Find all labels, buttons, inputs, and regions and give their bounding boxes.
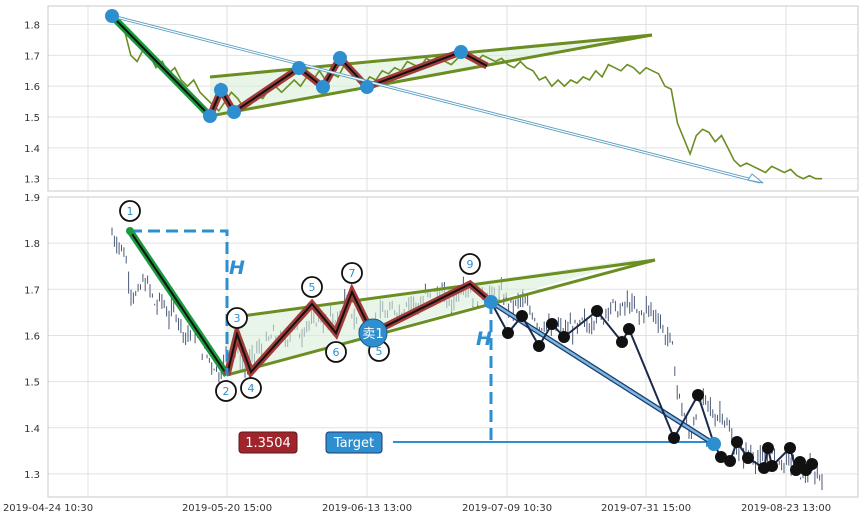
x-tick-label: 2019-07-31 15:00 xyxy=(601,503,691,514)
post-breakout-dot xyxy=(762,442,774,454)
wave-label: 2 xyxy=(223,385,230,398)
top-y-tick-label: 1.3 xyxy=(24,175,40,186)
top-target-arrow xyxy=(111,15,761,183)
post-breakout-dot xyxy=(731,436,743,448)
post-breakout-dot xyxy=(784,442,796,454)
wave-label: 5 xyxy=(376,345,383,358)
wave-label: 1 xyxy=(127,205,134,218)
bottom-y-tick-label: 1.6 xyxy=(24,331,40,342)
bottom-y-axis: 1.3 1.4 1.5 1.6 1.7 1.8 1.9 xyxy=(24,193,40,481)
top-pivot-dot xyxy=(105,9,119,23)
decline-leg xyxy=(490,300,715,446)
wave-labels: 1 2 3 4 5 6 7 5 9 xyxy=(119,200,481,402)
top-y-tick-label: 1.7 xyxy=(24,51,40,62)
post-breakout-dot xyxy=(558,331,570,343)
post-breakout-dot xyxy=(533,340,545,352)
top-pattern xyxy=(105,9,764,184)
wave-label: 4 xyxy=(248,382,255,395)
wave-label-circle xyxy=(226,307,248,329)
x-axis: 2019-04-24 10:30 2019-05-20 15:00 2019-06-… xyxy=(3,503,831,514)
post-breakout-dot xyxy=(806,458,818,470)
post-breakout-dot xyxy=(766,460,778,472)
bottom-panel-frame xyxy=(47,196,859,498)
h-label-lower: H xyxy=(476,328,492,350)
post-breakout-dot xyxy=(516,310,528,322)
price-box-label: 1.3504 xyxy=(245,436,291,451)
post-breakout-dot xyxy=(692,389,704,401)
post-breakout-dot xyxy=(623,323,635,335)
wave-label: 5 xyxy=(309,281,316,294)
wave-label-circle xyxy=(341,262,363,284)
bottom-impulse-core xyxy=(129,230,228,376)
top-panel-frame xyxy=(47,5,859,192)
x-tick-label: 2019-05-20 15:00 xyxy=(182,503,272,514)
x-tick-label: 2019-08-23 13:00 xyxy=(741,503,831,514)
x-tick-label: 2019-04-24 10:30 xyxy=(3,503,93,514)
wave-label-circle xyxy=(459,253,481,275)
x-tick-label: 2019-06-13 13:00 xyxy=(322,503,412,514)
post-breakout-dot xyxy=(546,318,558,330)
post-breakout-dot xyxy=(715,451,727,463)
top-y-axis: 1.3 1.4 1.5 1.6 1.7 1.8 xyxy=(24,21,40,186)
top-pivot-dot xyxy=(227,105,241,119)
h-label-upper: H xyxy=(229,257,245,279)
wave-label-circle xyxy=(215,380,237,402)
wave-label-circle xyxy=(119,200,141,222)
top-y-tick-label: 1.5 xyxy=(24,113,40,124)
top-pivot-dot xyxy=(454,45,468,59)
post-breakout-dot xyxy=(591,305,603,317)
top-panel-grid xyxy=(48,6,858,191)
top-wedge-upper-line xyxy=(209,33,653,79)
top-impulse-core xyxy=(111,15,211,117)
start-dot xyxy=(126,227,134,235)
top-y-tick-label: 1.8 xyxy=(24,21,40,32)
post-breakout-dot xyxy=(742,452,754,464)
top-wedge-lower-line xyxy=(209,33,653,118)
top-pivot-dot xyxy=(292,61,306,75)
wave-label-circle xyxy=(325,341,347,363)
price-box xyxy=(238,431,298,454)
bottom-zigzag-core xyxy=(226,282,492,376)
top-pivot-dot xyxy=(316,80,330,94)
wave-label: 6 xyxy=(333,346,340,359)
bottom-y-tick-label: 1.5 xyxy=(24,378,40,389)
top-overlay xyxy=(209,33,653,118)
sell-marker-label: 卖1 xyxy=(362,327,383,342)
target-dot xyxy=(707,437,721,451)
wave-label: 3 xyxy=(234,312,241,325)
post-breakout-dot xyxy=(724,455,736,467)
wave-label: 7 xyxy=(349,267,356,280)
bottom-y-tick-label: 1.4 xyxy=(24,424,40,435)
x-tick-label: 2019-07-09 10:30 xyxy=(462,503,552,514)
wave-label: 9 xyxy=(467,258,474,271)
top-pivot-dots xyxy=(105,9,468,123)
breakout-dot xyxy=(484,295,498,309)
target-box-label: Target xyxy=(333,436,374,451)
top-pivot-dot xyxy=(203,109,217,123)
bottom-pattern xyxy=(126,227,818,476)
sell-marker xyxy=(358,318,388,348)
bottom-y-tick-label: 1.9 xyxy=(24,193,40,204)
bottom-wedge-upper-line xyxy=(226,258,656,320)
post-breakout-dot xyxy=(502,327,514,339)
top-y-tick-label: 1.4 xyxy=(24,144,40,155)
top-pivot-dot xyxy=(360,80,374,94)
h-measure-upper xyxy=(130,229,229,375)
bottom-y-tick-label: 1.8 xyxy=(24,239,40,250)
target-box xyxy=(325,431,383,454)
top-pivot-dot xyxy=(214,83,228,97)
post-breakout-dots xyxy=(502,305,818,476)
bottom-wedge-lower-line xyxy=(226,258,656,377)
wave-label-circle xyxy=(301,276,323,298)
post-breakout-dot xyxy=(668,432,680,444)
bottom-y-tick-label: 1.3 xyxy=(24,470,40,481)
bottom-y-tick-label: 1.7 xyxy=(24,285,40,296)
top-y-tick-label: 1.6 xyxy=(24,82,40,93)
top-arrow-head xyxy=(747,173,764,184)
wave-label-circle xyxy=(240,377,262,399)
post-breakout-dot xyxy=(616,336,628,348)
top-pivot-dot xyxy=(333,51,347,65)
